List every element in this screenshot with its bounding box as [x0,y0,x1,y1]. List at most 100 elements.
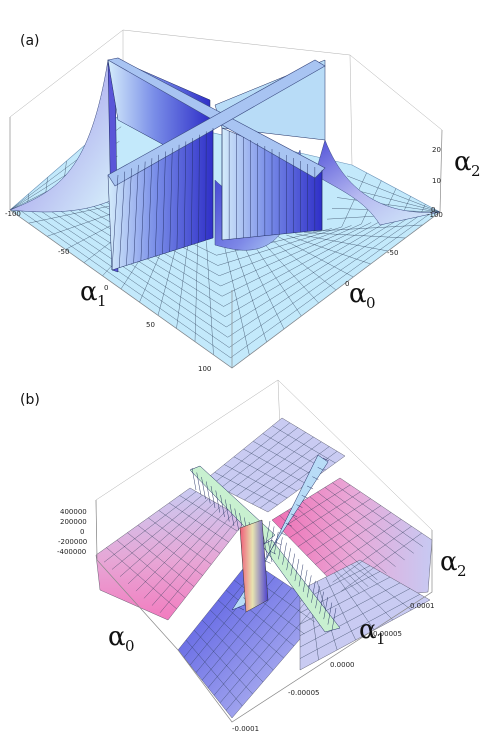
surface-rib [229,503,235,527]
panel-a-y-tick: 0 [345,280,349,288]
mesh-line [244,441,322,501]
mesh-line [302,501,387,574]
panel-a-z-label-symbol: α [454,147,472,177]
mesh-line [286,510,369,587]
mesh-line [106,547,177,610]
mesh-line [299,594,421,659]
panel-a-x-tick: 0 [104,284,108,292]
mesh-line [168,502,229,543]
surface-rib [206,481,211,504]
panel-b-box-front [95,499,433,723]
mesh-line [111,494,203,570]
mesh-line [253,441,317,478]
mesh-line [207,587,292,688]
panel-b-z-ticks: 400000 200000 0 -200000 -400000 [57,508,87,556]
surface-rib [225,499,230,522]
panel-b-ribbon-cross [231,454,329,611]
surface-rib [319,591,324,614]
surface-rib [269,526,275,549]
mesh-line [342,568,394,621]
surface-rib [201,476,206,500]
mesh-line [127,532,195,587]
panel-b-y-ticks: -0.0001 -0.00005 0.0000 0.00005 0.0001 [232,602,435,733]
mesh-line [229,214,421,348]
surface-rib [298,564,304,587]
surface-rib [196,472,201,495]
panel-a-z-tick: 20 [432,146,441,154]
panel-b-z-label-subscript: 2 [457,562,467,580]
panel-a-x-label-subscript: 1 [97,292,107,310]
mesh-line [194,237,199,342]
panel-b-x-axis-label: α 1 [359,615,386,648]
panel-a-z-tick: 0 [431,206,435,214]
panel-b-z-tick: -400000 [57,548,86,556]
panel-a-x-label-symbol: α [80,277,98,307]
panel-b-z-tick: 200000 [60,518,87,526]
surface-rib [210,485,216,509]
surface-rib [147,158,153,259]
panel-a-x-tick: 50 [146,321,155,329]
panel-a-x-tick: -100 [5,210,21,218]
mesh-line [279,515,360,594]
mesh-line [299,582,401,636]
panel-a-surface-right [314,139,441,226]
panel-a-z-label-subscript: 2 [471,162,481,180]
surface-rib [220,494,225,518]
mesh-line [143,509,228,599]
mesh-line [313,224,423,232]
mesh-line [280,484,351,530]
surface-rib [176,144,180,250]
surface-rib [323,597,328,620]
surface-rib [118,171,126,268]
surface-rib [301,495,308,499]
panel-a-x-ticks: -100 -50 0 50 100 [5,210,211,373]
panel-a-x-tick: 100 [198,365,211,373]
mesh-line [289,491,361,538]
mesh-line [201,582,284,681]
surface-rib [237,606,245,611]
panel-b-y-axis-label: α 0 [108,622,135,655]
mesh-line [225,589,295,647]
mesh-line [236,436,314,497]
surface-rib [140,161,146,261]
panel-a-surface-left [9,59,113,213]
surface-rib [285,522,292,527]
mesh-line [219,598,309,704]
surface-rib [234,508,239,531]
surface-rib [291,513,298,518]
mesh-line [201,619,264,683]
mesh-line [306,505,382,556]
surface-rib [282,542,287,565]
panel-b-z-axis-label: α 2 [440,547,467,580]
mesh-line [297,498,371,547]
mesh-line [185,639,243,707]
surface-rib [126,168,132,266]
mesh-line [179,495,238,532]
surface-rib [264,560,271,564]
mesh-line [351,564,412,611]
surface-rib [198,134,200,243]
panel-b-y-tick: 0.0001 [410,602,435,610]
panel-a-wall-ribs [111,128,323,271]
surface-rib [133,164,139,264]
mesh-line [325,577,356,641]
mesh-line [317,491,405,561]
surface-rib [327,602,333,625]
mesh-line [334,572,375,631]
mesh-line [151,512,234,606]
panel-b-surface-back [204,417,346,513]
mesh-line [209,609,274,671]
mesh-line [193,629,253,695]
panel-b: (b) 400000 200000 0 -200000 -400000 [20,379,467,733]
surface-rib [263,535,268,558]
panel-a-z-axis-label: α 2 [454,147,481,180]
panel-b-x-label-symbol: α [359,615,377,645]
panel-b-y-tick: -0.00005 [288,689,319,697]
mesh-line [137,525,203,576]
surface-rib [191,467,197,491]
panel-b-z-label-symbol: α [440,547,458,577]
mesh-line [119,498,209,577]
mesh-line [252,446,330,505]
mesh-line [332,526,412,583]
